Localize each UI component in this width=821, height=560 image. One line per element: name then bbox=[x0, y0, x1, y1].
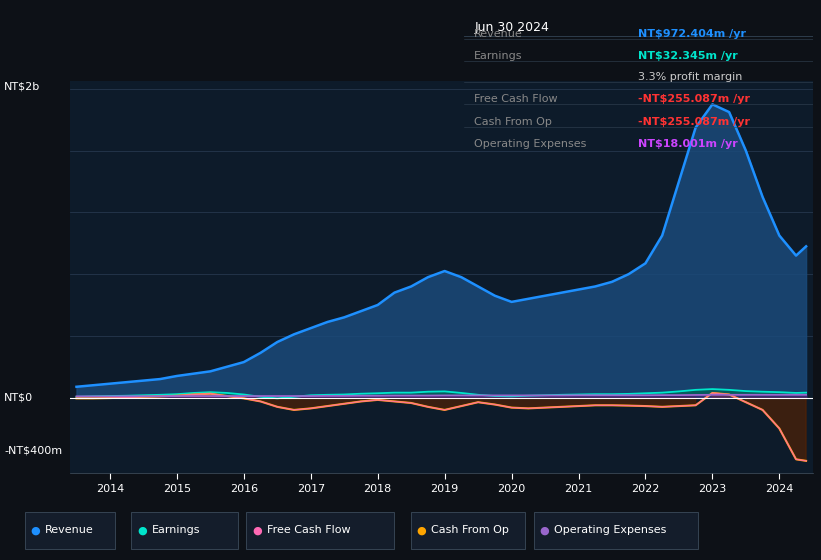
Text: 3.3% profit margin: 3.3% profit margin bbox=[639, 72, 743, 82]
Text: Free Cash Flow: Free Cash Flow bbox=[267, 525, 351, 535]
Text: ●: ● bbox=[137, 525, 147, 535]
Text: ●: ● bbox=[30, 525, 40, 535]
Text: Earnings: Earnings bbox=[475, 52, 523, 61]
Text: Jun 30 2024: Jun 30 2024 bbox=[475, 21, 549, 34]
Text: ●: ● bbox=[252, 525, 262, 535]
Text: Operating Expenses: Operating Expenses bbox=[475, 139, 587, 149]
Text: -NT$255.087m /yr: -NT$255.087m /yr bbox=[639, 116, 750, 127]
Text: NT$2b: NT$2b bbox=[4, 82, 40, 92]
Text: ●: ● bbox=[416, 525, 426, 535]
Text: Revenue: Revenue bbox=[475, 29, 523, 39]
Text: ●: ● bbox=[539, 525, 549, 535]
Text: Cash From Op: Cash From Op bbox=[431, 525, 509, 535]
Text: Revenue: Revenue bbox=[45, 525, 94, 535]
Text: Earnings: Earnings bbox=[152, 525, 200, 535]
Text: Operating Expenses: Operating Expenses bbox=[554, 525, 667, 535]
Text: NT$18.001m /yr: NT$18.001m /yr bbox=[639, 139, 738, 149]
Text: Free Cash Flow: Free Cash Flow bbox=[475, 95, 558, 104]
Text: -NT$400m: -NT$400m bbox=[4, 446, 62, 456]
Text: NT$0: NT$0 bbox=[4, 393, 33, 403]
Text: NT$972.404m /yr: NT$972.404m /yr bbox=[639, 29, 746, 39]
Text: -NT$255.087m /yr: -NT$255.087m /yr bbox=[639, 95, 750, 104]
Text: Cash From Op: Cash From Op bbox=[475, 116, 553, 127]
Text: NT$32.345m /yr: NT$32.345m /yr bbox=[639, 52, 738, 61]
